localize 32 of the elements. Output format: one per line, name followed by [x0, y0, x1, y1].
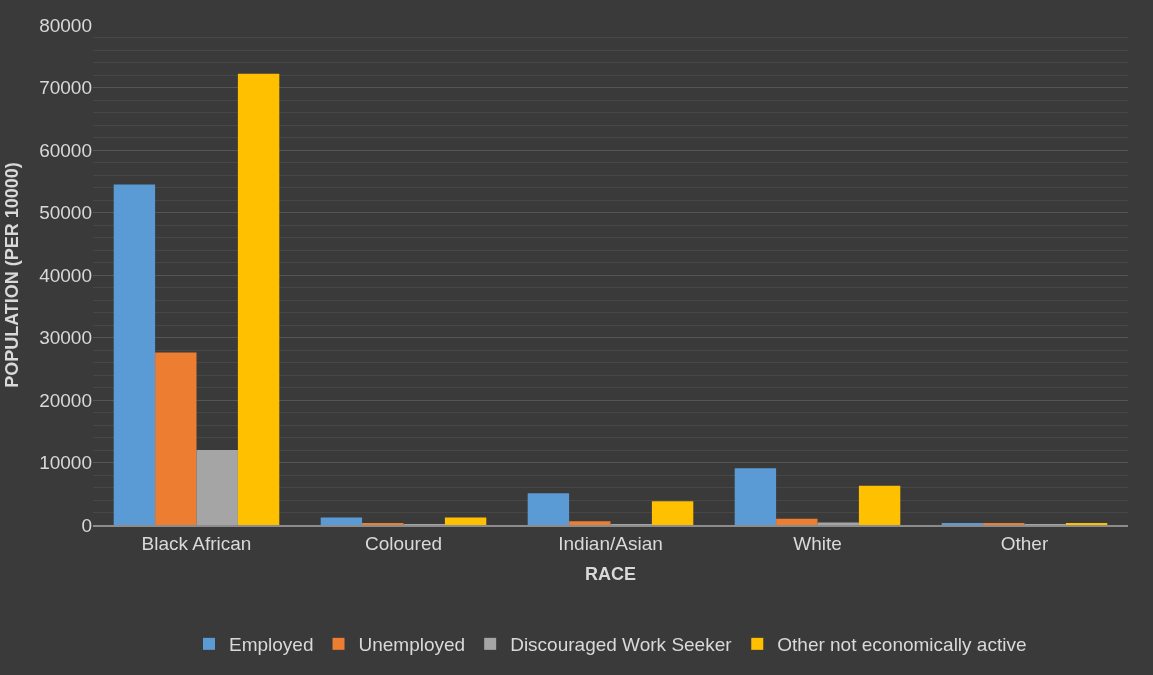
bar	[651, 501, 694, 525]
y-tick-label: 80000	[39, 14, 92, 36]
y-tick-label: 40000	[39, 264, 92, 286]
legend-label: Other not economically active	[777, 634, 1027, 656]
x-tick-label: Other	[1000, 532, 1049, 554]
y-tick-label: 50000	[39, 202, 92, 224]
y-tick-label: 70000	[39, 77, 92, 99]
y-tick-label: 60000	[39, 139, 92, 161]
y-tick-label: 0	[81, 514, 92, 536]
bar	[527, 493, 570, 525]
bar	[196, 450, 238, 525]
x-tick-label: Black African	[141, 532, 252, 554]
y-tick-label: 10000	[39, 452, 92, 474]
y-tick-label: 20000	[39, 389, 92, 411]
bar	[444, 517, 487, 525]
bar	[569, 521, 611, 525]
bar	[113, 184, 156, 525]
y-axis-title: POPULATION (PER 10000)	[2, 162, 23, 388]
bar	[734, 468, 777, 525]
bar	[776, 518, 818, 525]
bar	[237, 73, 280, 525]
x-tick-label: Indian/Asian	[558, 532, 663, 554]
y-tick-label: 30000	[39, 327, 92, 349]
legend-label: Employed	[229, 634, 314, 656]
x-tick-label: Coloured	[364, 532, 443, 554]
bar	[320, 517, 363, 525]
bar	[858, 485, 901, 525]
x-tick-label: White	[793, 532, 842, 554]
bar	[155, 352, 197, 525]
legend-label: Unemployed	[358, 634, 466, 656]
legend-label: Discouraged Work Seeker	[510, 634, 733, 656]
x-axis-title: RACE	[584, 564, 637, 585]
